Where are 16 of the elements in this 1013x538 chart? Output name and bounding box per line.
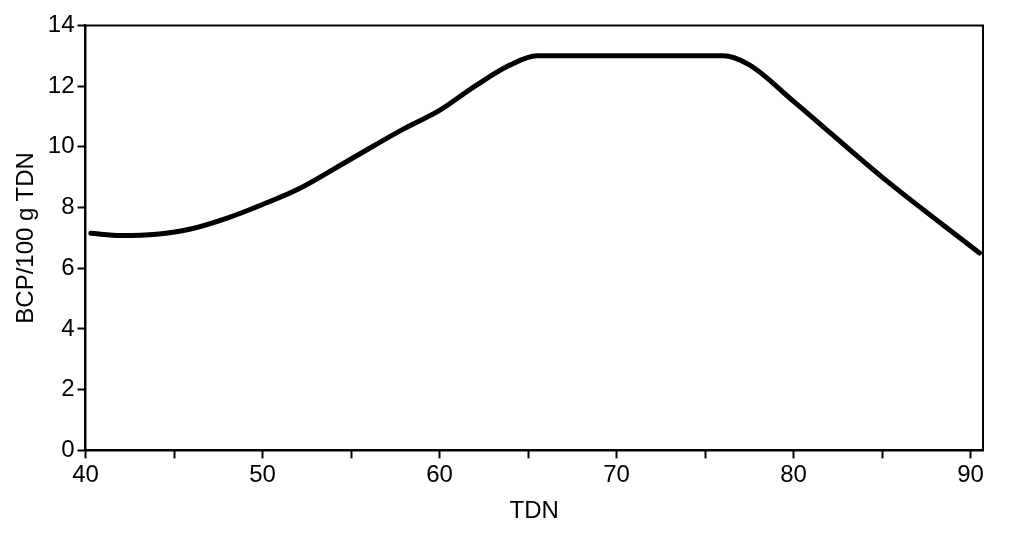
x-tick-label: 60: [426, 460, 453, 488]
x-tick-label: 70: [603, 460, 630, 488]
x-tick-label: 90: [957, 460, 984, 488]
y-axis-title: BCP/100 g TDN: [11, 152, 39, 324]
y-tick-label: 12: [47, 70, 75, 98]
y-tick-label: 4: [61, 313, 75, 341]
y-tick-label: 0: [61, 435, 75, 463]
x-tick-label: 40: [72, 460, 99, 488]
y-tick-label: 2: [61, 374, 75, 402]
x-tick-label: 80: [780, 460, 807, 488]
x-tick-label: 50: [249, 460, 276, 488]
y-tick-label: 14: [47, 10, 75, 38]
y-tick-label: 10: [47, 131, 75, 159]
y-tick-label: 8: [61, 192, 75, 220]
x-axis-title: TDN: [509, 496, 559, 524]
y-tick-label: 6: [61, 252, 75, 280]
